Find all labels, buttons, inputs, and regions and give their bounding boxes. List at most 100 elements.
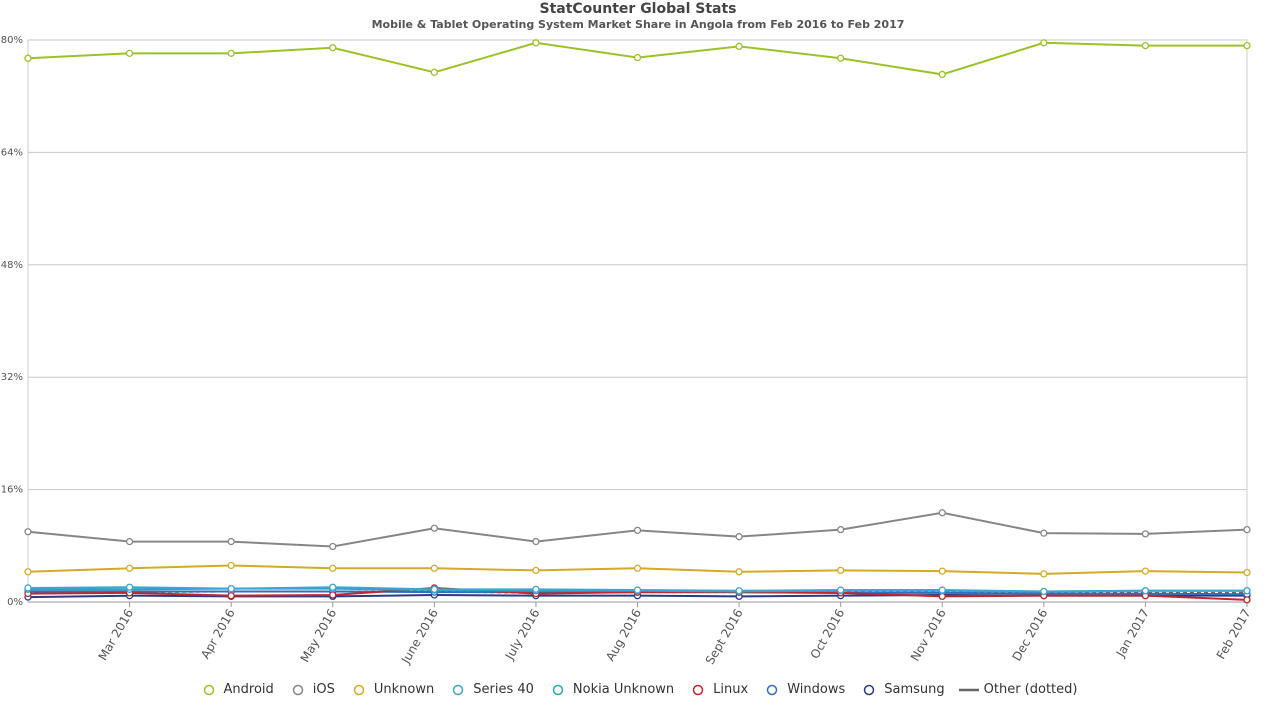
data-point-unknown: [227, 561, 235, 570]
legend-item-unknown[interactable]: Unknown: [349, 682, 434, 697]
data-point-ios: [430, 524, 438, 532]
data-point-ios: [329, 542, 337, 551]
data-point-ios: [532, 537, 540, 546]
legend-label: iOS: [312, 682, 335, 697]
data-point-linux: [329, 591, 337, 599]
x-tick-label: June 2016: [398, 607, 441, 667]
legend-item-other-dotted[interactable]: Other (dotted): [958, 682, 1078, 697]
y-tick-label: 64%: [1, 147, 23, 158]
x-tick-label: Dec 2016: [1010, 607, 1051, 664]
data-point-series-40: [633, 586, 642, 594]
legend-label: Samsung: [884, 682, 945, 697]
legend-label: Windows: [787, 682, 846, 697]
data-point-android: [938, 70, 946, 79]
data-point-series-40: [329, 583, 337, 591]
chart-title: StatCounter Global Stats: [539, 1, 737, 17]
data-point-unknown: [938, 567, 946, 575]
data-point-ios: [1243, 525, 1251, 534]
legend-item-windows[interactable]: Windows: [762, 682, 845, 697]
x-tick-label: Sept 2016: [703, 607, 746, 667]
legend-item-linux[interactable]: Linux: [688, 682, 748, 697]
x-tick-label: Jan 2017: [1113, 607, 1152, 661]
data-point-unknown: [329, 564, 337, 572]
data-point-ios: [735, 533, 743, 541]
x-tick-label: Feb 2017: [1214, 607, 1254, 662]
data-point-series-40: [735, 587, 743, 595]
legend-label: Series 40: [473, 682, 534, 697]
data-point-unknown: [430, 564, 438, 572]
legend-item-ios[interactable]: iOS: [288, 682, 335, 697]
legend-marker-unknown: [353, 684, 365, 695]
data-point-linux: [1243, 596, 1251, 604]
data-point-android: [837, 54, 845, 62]
data-point-ios: [125, 537, 134, 546]
data-point-android: [24, 54, 32, 62]
legend-label: Nokia Unknown: [572, 682, 675, 697]
data-point-ios: [1040, 529, 1048, 537]
data-point-series-40: [227, 585, 235, 593]
data-point-series-40: [125, 583, 134, 591]
legend-marker-ios: [292, 684, 304, 695]
data-point-android: [1243, 41, 1251, 50]
legend-marker-linux: [692, 684, 704, 695]
data-point-unknown: [735, 568, 743, 576]
x-tick-label: Nov 2016: [908, 607, 949, 664]
data-point-android: [125, 49, 134, 57]
legend-label: Android: [223, 682, 274, 697]
legend-label: Linux: [713, 682, 749, 697]
y-tick-label: 0%: [7, 597, 23, 608]
legend-item-android[interactable]: Android: [199, 682, 274, 697]
data-point-ios: [1141, 530, 1150, 538]
data-point-unknown: [125, 564, 134, 572]
legend: Android iOS Unknown Series 40 Nokia Unknown L…: [0, 682, 1276, 697]
legend-marker-samsung: [863, 684, 875, 695]
data-point-series-40: [1243, 587, 1251, 595]
legend-marker-series-40: [453, 684, 464, 695]
legend-marker-windows: [766, 684, 778, 695]
data-point-android: [735, 42, 743, 50]
data-point-series-40: [1141, 587, 1150, 595]
data-point-ios: [227, 537, 235, 546]
chart-subtitle: Mobile & Tablet Operating System Market …: [371, 18, 905, 31]
legend-marker-android: [203, 684, 214, 695]
x-tick-label: Mar 2016: [96, 607, 137, 663]
data-point-ios: [837, 525, 845, 534]
legend-label: Unknown: [373, 682, 435, 697]
legend-marker-other-dotted: [958, 688, 979, 691]
data-point-ios: [24, 528, 32, 536]
legend-label: Other (dotted): [983, 682, 1078, 697]
data-point-series-40: [24, 584, 32, 592]
data-point-unknown: [837, 566, 845, 575]
data-point-android: [532, 39, 540, 47]
y-tick-label: 48%: [1, 260, 23, 271]
y-tick-label: 16%: [1, 485, 23, 496]
data-point-series-40: [1040, 587, 1048, 596]
data-point-series-40: [430, 585, 438, 594]
data-point-ios: [938, 509, 946, 517]
plot-frame: [27, 39, 1248, 603]
x-tick-label: Oct 2016: [808, 607, 848, 662]
data-point-unknown: [1141, 567, 1150, 575]
data-point-android: [430, 68, 438, 76]
legend-item-series-40[interactable]: Series 40: [448, 682, 534, 697]
data-point-ios: [633, 526, 642, 534]
x-tick-label: May 2016: [298, 607, 340, 665]
legend-marker-nokia-unknown: [552, 684, 564, 695]
data-point-series-40: [837, 586, 845, 594]
data-point-unknown: [24, 568, 32, 576]
y-tick-label: 80%: [1, 35, 23, 46]
data-point-android: [227, 49, 235, 57]
legend-item-samsung[interactable]: Samsung: [859, 682, 945, 697]
data-point-android: [1040, 39, 1048, 47]
legend-item-nokia-unknown[interactable]: Nokia Unknown: [548, 682, 674, 697]
data-point-linux: [227, 592, 235, 600]
x-tick-label: Apr 2016: [198, 607, 238, 662]
data-point-unknown: [1243, 568, 1251, 577]
data-point-series-40: [938, 586, 946, 594]
data-point-android: [329, 44, 337, 52]
y-tick-label: 32%: [1, 372, 23, 383]
data-point-series-40: [532, 585, 540, 594]
data-point-android: [633, 53, 642, 62]
